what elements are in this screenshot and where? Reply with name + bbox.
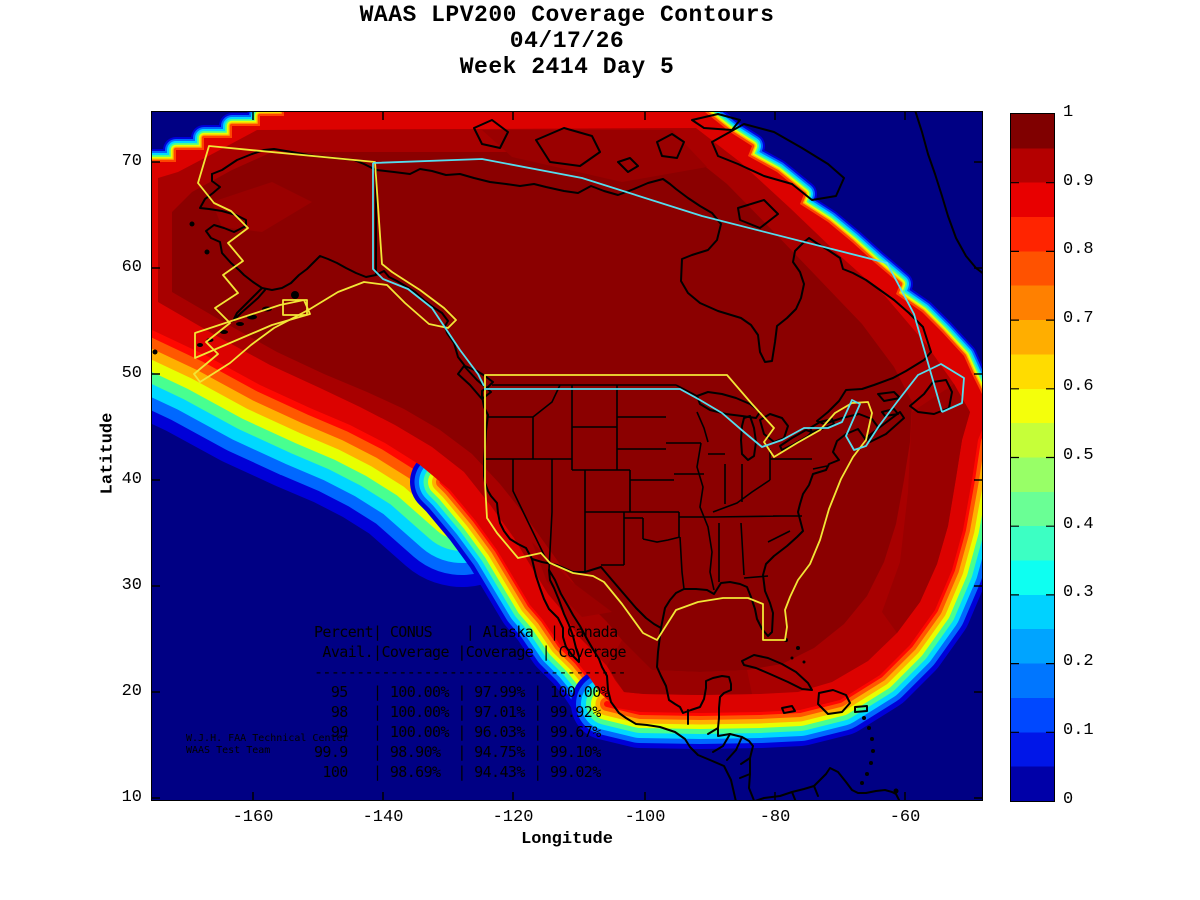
- attribution-text: W.J.H. FAA Technical Center WAAS Test Te…: [186, 733, 349, 756]
- colorbar-label: 0.6: [1063, 377, 1094, 396]
- colorbar-label: 0.4: [1063, 515, 1094, 534]
- colorbar-label: 0.1: [1063, 721, 1094, 740]
- figure-title-block: WAAS LPV200 Coverage Contours 04/17/26 W…: [152, 2, 982, 80]
- coastlines: [199, 112, 982, 800]
- state-borders: [484, 384, 828, 591]
- coverage-map: Percent| CONUS | Alaska | Canada Avail.|…: [152, 112, 982, 800]
- y-tick-label: 70: [121, 152, 142, 171]
- x-tick-label: -140: [362, 808, 404, 827]
- x-tick-label: -100: [624, 808, 666, 827]
- y-tick-label: 30: [121, 576, 142, 595]
- conus-service-volume: [484, 374, 873, 641]
- colorbar-label: 0.9: [1063, 172, 1094, 191]
- y-tick-label: 60: [121, 258, 142, 277]
- colorbar-label: 0.3: [1063, 583, 1094, 602]
- colorbar-label: 1: [1063, 103, 1074, 122]
- y-tick-label: 10: [121, 788, 142, 807]
- figure-title: WAAS LPV200 Coverage Contours: [359, 2, 775, 28]
- colorbar-label: 0.8: [1063, 240, 1094, 259]
- y-axis-title: Latitude: [98, 412, 118, 495]
- figure-week-day: Week 2414 Day 5: [459, 54, 675, 80]
- colorbar: [1010, 113, 1055, 802]
- coverage-stats-table: Percent| CONUS | Alaska | Canada Avail.|…: [314, 623, 627, 781]
- arctic-islands: [473, 113, 845, 229]
- great-lakes: [696, 391, 835, 461]
- colorbar-ticks: [1011, 182, 1054, 733]
- service-boundary-cyan: [372, 158, 965, 451]
- y-tick-label: 40: [121, 470, 142, 489]
- colorbar-label: 0: [1063, 790, 1074, 809]
- alaska-service-volume: [193, 145, 457, 383]
- coverage-map-svg: [152, 112, 982, 800]
- y-tick-label: 50: [121, 364, 142, 383]
- alaska-peninsula-volume: [194, 299, 311, 359]
- colorbar-label: 0.2: [1063, 652, 1094, 671]
- x-tick-label: -60: [889, 808, 921, 827]
- y-tick-label: 20: [121, 682, 142, 701]
- colorbar-label: 0.7: [1063, 309, 1094, 328]
- x-tick-label: -160: [232, 808, 274, 827]
- x-tick-label: -80: [759, 808, 791, 827]
- colorbar-label: 0.5: [1063, 446, 1094, 465]
- service-volume-outline-yellow: [193, 145, 873, 641]
- coverage-region-core: [172, 152, 912, 672]
- x-axis-title: Longitude: [521, 830, 613, 849]
- axis-ticks: [152, 112, 982, 800]
- x-tick-label: -120: [492, 808, 534, 827]
- figure-date: 04/17/26: [509, 28, 625, 54]
